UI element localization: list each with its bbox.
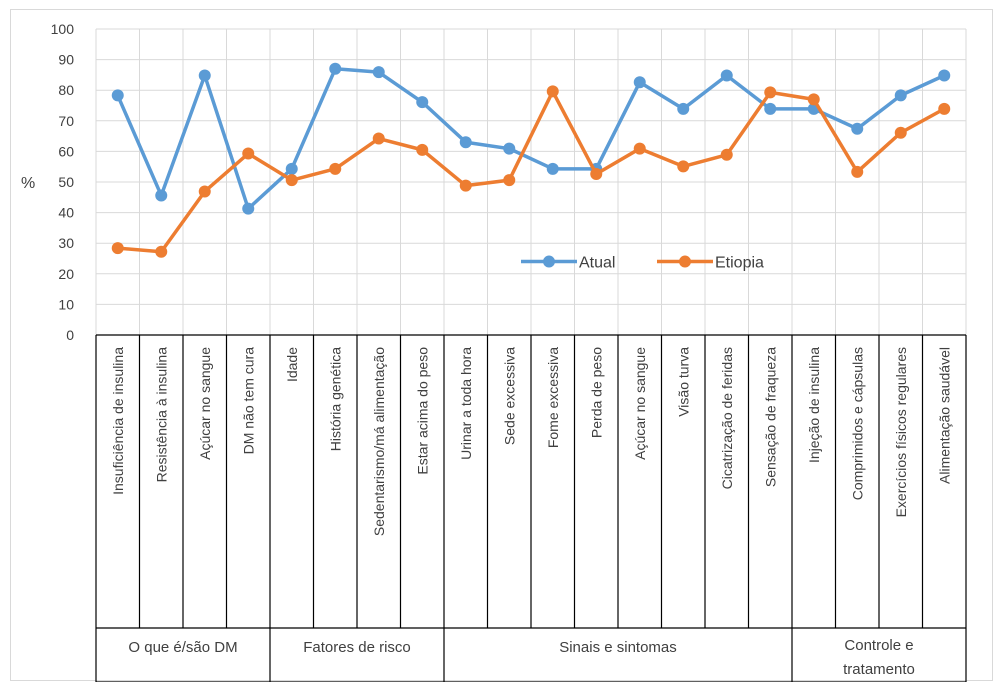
data-point-etiopia	[851, 165, 864, 178]
data-point-etiopia	[372, 132, 385, 145]
data-point-atual	[372, 66, 385, 79]
data-point-etiopia	[503, 174, 516, 187]
data-point-etiopia	[285, 174, 298, 187]
x-tick-label: Sensação de fraqueza	[762, 347, 778, 487]
data-point-etiopia	[938, 102, 951, 115]
x-tick-label: Estar acima do peso	[414, 347, 430, 475]
data-point-atual	[329, 62, 342, 75]
data-point-atual	[851, 122, 864, 135]
legend-label: Atual	[579, 255, 615, 272]
data-point-etiopia	[242, 147, 255, 160]
x-tick-label: DM não tem cura	[240, 347, 256, 455]
data-point-atual	[285, 162, 298, 175]
data-point-atual	[677, 102, 690, 115]
x-tick-label: Resistência à insulina	[153, 347, 169, 483]
x-tick-label: Insuficiência de insulina	[110, 347, 126, 495]
x-tick-label: Urinar a toda hora	[458, 347, 474, 460]
y-tick-label: 10	[58, 296, 74, 312]
data-point-atual	[155, 189, 168, 202]
y-tick-label: 90	[58, 52, 74, 68]
x-tick-label: Alimentação saudável	[936, 347, 952, 484]
x-tick-label: Sede excessiva	[501, 347, 517, 445]
data-point-etiopia	[329, 162, 342, 175]
x-tick-label: Injeção de insulina	[806, 347, 822, 463]
data-point-etiopia	[546, 85, 559, 98]
x-tick-label: Idade	[284, 347, 300, 382]
x-tick-label: Açúcar no sangue	[197, 347, 213, 460]
data-point-etiopia	[416, 143, 429, 156]
data-point-atual	[111, 89, 124, 102]
series-line-etiopia	[117, 89, 946, 254]
data-point-etiopia	[807, 93, 820, 106]
data-point-atual	[242, 202, 255, 215]
y-tick-label: 40	[58, 205, 74, 221]
line-chart: 0 10 20 30 40 50 60 70 80 90 100% Insuficiência de …	[21, 21, 967, 683]
legend-marker	[679, 255, 691, 268]
data-point-etiopia	[677, 160, 690, 173]
y-tick-label: 60	[58, 143, 74, 159]
data-point-atual	[894, 89, 907, 102]
group-label: Controle e	[844, 637, 913, 654]
data-point-atual	[720, 69, 733, 82]
x-tick-label: Visão turva	[675, 347, 691, 417]
data-point-atual	[764, 102, 777, 115]
y-tick-label: 80	[58, 82, 74, 98]
x-tick-label: Sedentarismo/má alimentação	[371, 347, 387, 536]
series-line-atual	[116, 67, 945, 211]
x-tick-label: Cicatrização de feridas	[719, 347, 735, 489]
data-point-atual	[633, 76, 646, 89]
legend-marker	[543, 255, 555, 268]
data-point-etiopia	[764, 86, 777, 99]
group-label: O que é/são DM	[128, 639, 237, 656]
y-tick-label: 20	[58, 266, 74, 282]
x-tick-label: Açúcar no sangue	[632, 347, 648, 460]
data-point-etiopia	[894, 126, 907, 139]
legend-label: Etiopia	[715, 255, 764, 272]
data-point-etiopia	[590, 168, 603, 181]
data-point-etiopia	[633, 142, 646, 155]
x-tick-label: Fome excessiva	[545, 347, 561, 448]
data-point-atual	[546, 162, 559, 175]
chart-frame: 0 10 20 30 40 50 60 70 80 90 100% Insuficiência de …	[10, 9, 993, 683]
data-point-atual	[198, 69, 211, 82]
data-point-atual	[503, 142, 516, 155]
x-tick-label: Perda de peso	[588, 347, 604, 438]
data-point-etiopia	[459, 179, 472, 192]
x-tick-label: História genética	[327, 347, 343, 451]
data-point-etiopia	[198, 185, 211, 198]
y-tick-label: 70	[58, 113, 74, 129]
group-label: tratamento	[843, 661, 915, 678]
y-tick-label: 50	[58, 174, 74, 190]
x-tick-label: Exercícios físicos regulares	[893, 347, 909, 517]
x-tick-label: Comprimidos e cápsulas	[849, 347, 865, 500]
data-point-atual	[416, 96, 429, 109]
group-label: Fatores de risco	[303, 639, 411, 656]
y-axis-label: %	[21, 175, 35, 192]
data-point-etiopia	[111, 242, 124, 255]
data-point-etiopia	[720, 148, 733, 161]
data-point-atual	[938, 69, 951, 82]
y-tick-label: 30	[58, 235, 74, 251]
data-point-etiopia	[155, 245, 168, 258]
y-tick-label: 100	[51, 21, 75, 37]
group-label: Sinais e sintomas	[559, 639, 677, 656]
y-tick-label: 0	[66, 327, 74, 343]
data-point-atual	[459, 136, 472, 149]
